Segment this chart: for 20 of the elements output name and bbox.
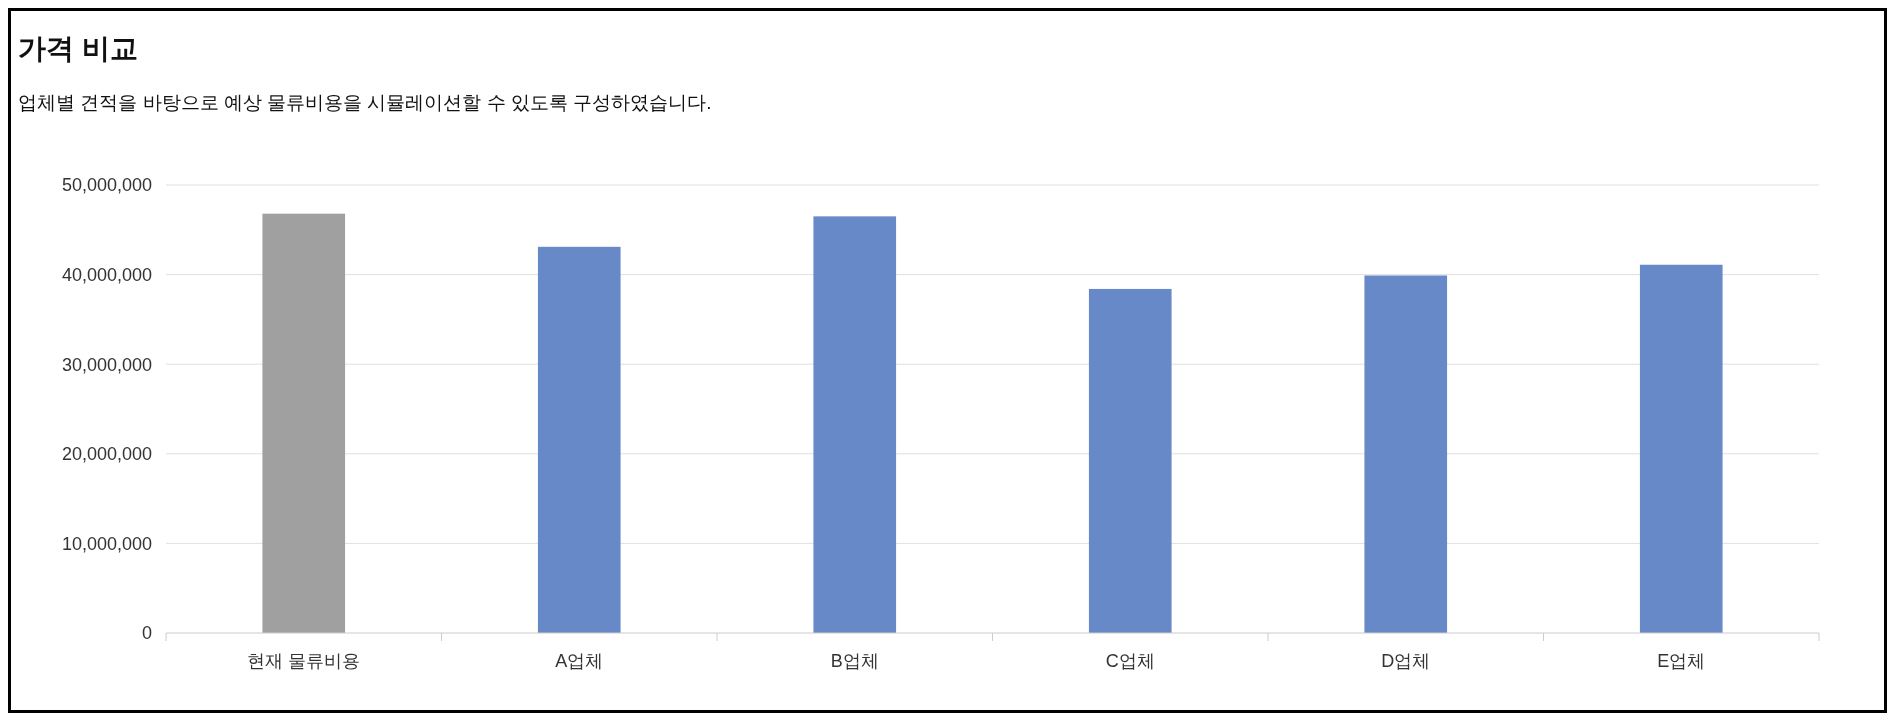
x-tick-label: E업체 [1657,651,1706,671]
chart-title: 가격 비교 [18,33,138,64]
x-tick-label: D업체 [1381,651,1431,671]
x-tick-label: A업체 [555,651,604,671]
bar [262,213,346,633]
bar [1088,288,1172,633]
y-tick-label: 50,000,000 [61,175,152,196]
x-tick-label: C업체 [1105,651,1155,671]
bar [1364,275,1448,633]
bar [813,216,897,633]
bar [1639,264,1723,633]
chart-subtitle: 업체별 견적을 바탕으로 예상 물류비용을 시뮬레이션할 수 있도록 구성하였습니다. [18,92,712,113]
x-tick-label: 현재 물류비용 [247,651,361,671]
y-tick-label: 10,000,000 [61,533,152,554]
y-tick-label: 30,000,000 [61,354,152,375]
y-tick-label: 0 [141,623,152,644]
y-tick-label: 20,000,000 [61,444,152,465]
y-tick-label: 40,000,000 [61,264,152,285]
x-tick-label: B업체 [830,651,879,671]
bar [537,246,621,633]
